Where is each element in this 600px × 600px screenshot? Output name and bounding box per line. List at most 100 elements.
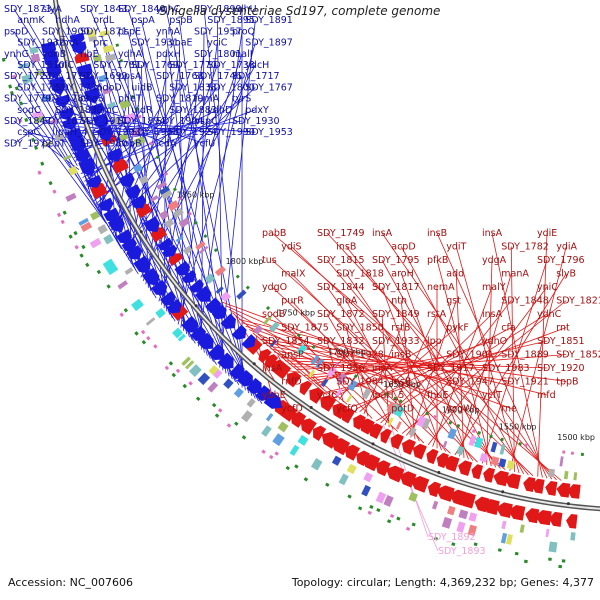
plus-strand-gene-label: ydcH: [245, 60, 269, 71]
plus-strand-gene-arrow: [142, 267, 160, 286]
minus-strand-gene-arrow: [545, 480, 558, 496]
plus-strand-gene-label: cspC: [17, 127, 40, 138]
minus-strand-gene-label: SDY_1920: [537, 363, 585, 374]
feature-band: [223, 378, 234, 389]
feature-band: [545, 528, 550, 538]
plus-strand-gene-label: SDY_1839: [55, 105, 103, 116]
feature-band: [124, 112, 136, 123]
feature-band: [156, 181, 168, 190]
plus-strand-gene-label: mdoD: [93, 82, 121, 93]
feature-band: [310, 458, 323, 471]
feature-band: [41, 94, 51, 103]
plus-strand-gene-label: SDY_1789: [42, 94, 90, 105]
plus-strand-gene-label: SDY_1895: [207, 15, 255, 26]
plus-strand-gene-label: SDY_1894: [118, 116, 166, 127]
feature-band: [570, 532, 576, 541]
label-leader-line: [381, 232, 553, 480]
plus-strand-gene-label: SDY_1843: [80, 4, 128, 15]
feature-mark: [367, 510, 372, 515]
minus-strand-gene-label: aroH: [391, 269, 413, 280]
minus-strand-gene-label: insA: [372, 228, 393, 239]
minus-strand-gene-label: SDY_1832: [317, 336, 365, 347]
feature-band: [103, 234, 114, 245]
minus-strand-gene-arrow: [313, 425, 327, 441]
minus-strand-gene-label: ydhO: [482, 336, 507, 347]
feature-mark: [235, 274, 240, 279]
minus-strand-gene-label: ycfD: [281, 404, 303, 415]
plus-strand-gene-arrow: [121, 237, 137, 251]
plus-strand-gene-label: SDY_1801: [194, 49, 242, 60]
minus-strand-gene-label: ycfC: [317, 390, 338, 401]
feature-mark: [432, 414, 437, 419]
plus-strand-gene-arrow: [76, 63, 93, 80]
plus-strand-gene-label: SDY_1911: [80, 116, 128, 127]
plus-strand-gene-arrow: [217, 352, 234, 369]
feature-band: [308, 369, 316, 378]
plus-strand-gene-label: pheT: [118, 94, 142, 105]
feature-band: [408, 491, 418, 503]
plus-strand-gene-label: SDY_1931: [131, 38, 179, 49]
feature-band: [172, 327, 183, 339]
minus-strand-gene-arrow: [531, 478, 545, 494]
label-leader-line: [380, 313, 493, 424]
minus-strand-gene-label: insB: [336, 242, 356, 253]
scale-tick-mark: [194, 304, 198, 308]
scale-tick-label: 1550 kbp: [499, 423, 537, 432]
minus-strand-gene-arrow: [168, 253, 184, 267]
plus-strand-gene-arrow: [255, 385, 271, 402]
label-leader-line: [510, 246, 515, 472]
minus-strand-gene-label: insA: [372, 363, 393, 374]
feature-mark: [31, 137, 36, 142]
plus-strand-gene-arrow: [74, 148, 91, 163]
label-leader-line: [26, 109, 93, 198]
label-leader-line: [26, 42, 196, 344]
minus-strand-gene-arrow: [449, 489, 467, 506]
minus-strand-gene-arrow: [299, 380, 313, 396]
minus-strand-gene-label: ycgW: [446, 404, 473, 415]
feature-mark: [73, 230, 78, 236]
feature-mark: [141, 339, 147, 345]
plus-strand-gene-arrow: [133, 255, 151, 274]
plus-strand-gene-label: SDY_1800: [207, 82, 255, 93]
feature-band: [289, 444, 300, 456]
feature-band: [395, 421, 402, 430]
plus-strand-gene-arrow: [166, 298, 182, 314]
feature-mark: [234, 421, 239, 426]
scale-tick-label: 1500 kbp: [557, 433, 595, 442]
plus-strand-gene-label: SDY_1883: [169, 105, 217, 116]
label-leader-line: [123, 75, 243, 253]
minus-strand-gene-label: rne: [501, 404, 517, 415]
minus-strand-gene-label: cfa: [501, 323, 515, 334]
plus-strand-gene-arrow: [160, 291, 176, 306]
plus-strand-gene-arrow: [263, 391, 282, 409]
feature-band: [277, 421, 289, 433]
label-leader-line: [509, 246, 567, 471]
feature-band: [467, 524, 477, 537]
minus-strand-gene-label: insA: [482, 228, 503, 239]
minus-strand-gene-label: ydgO: [262, 282, 287, 293]
feature-band: [34, 70, 44, 77]
feature-mark: [34, 145, 39, 150]
label-leader-line: [51, 120, 78, 167]
feature-mark: [514, 551, 519, 556]
plus-strand-gene-label: SDY_1847: [4, 116, 52, 127]
plus-strand-gene-arrow: [88, 102, 105, 116]
feature-band: [131, 298, 144, 312]
minus-strand-gene-arrow: [443, 455, 460, 472]
feature-mark: [195, 396, 201, 402]
plus-strand-gene-arrow: [49, 76, 66, 96]
minus-strand-gene-arrow: [309, 387, 325, 404]
feature-band: [490, 441, 498, 453]
label-leader-line: [249, 329, 383, 396]
feature-band: [175, 235, 184, 243]
minus-strand-gene-label: SDY_1817: [372, 282, 420, 293]
minus-strand-gene-label: SDY_1815: [317, 255, 365, 266]
plus-strand-gene-label: ydhD: [207, 105, 232, 116]
feature-band: [177, 333, 186, 342]
feature-band: [548, 541, 558, 553]
feature-band: [185, 360, 195, 370]
minus-strand-gene-label: rnt: [556, 323, 570, 334]
label-leader-line: [296, 367, 328, 371]
feature-band: [458, 509, 469, 520]
feature-band: [442, 440, 448, 450]
